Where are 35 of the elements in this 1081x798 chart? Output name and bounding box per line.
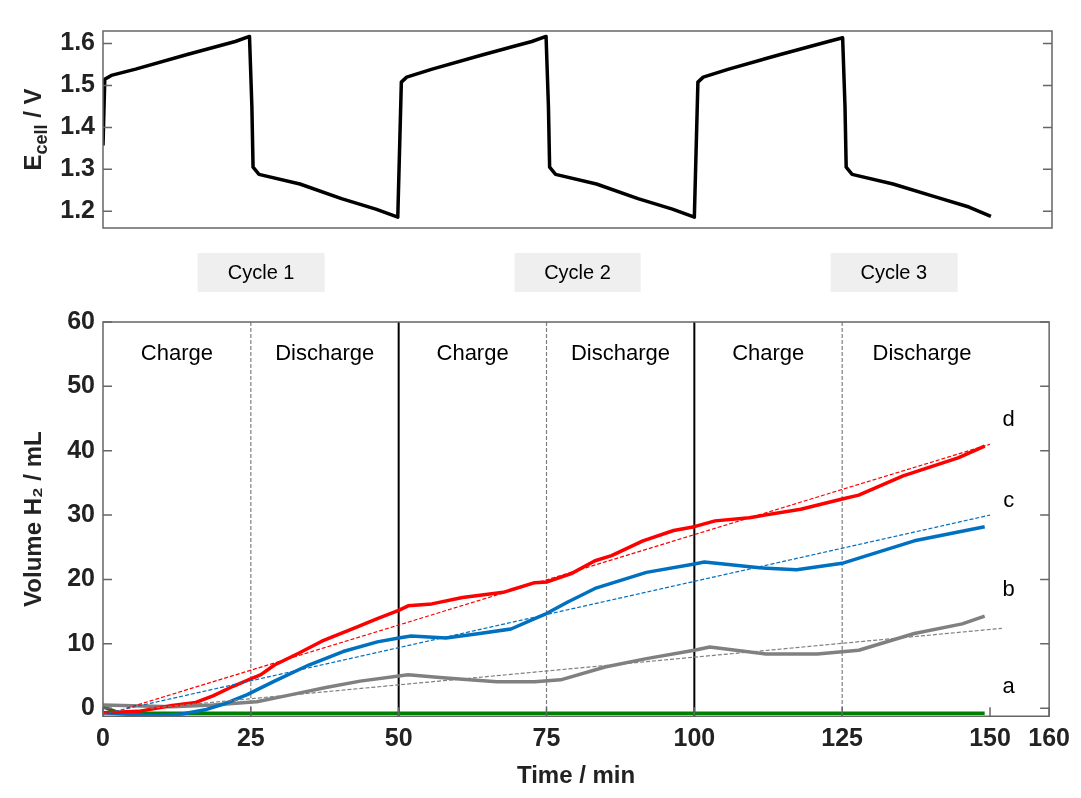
annotation: Discharge bbox=[570, 340, 670, 366]
annotation: Charge bbox=[436, 340, 509, 366]
text: Cycle 3 bbox=[830, 253, 958, 292]
series-label: a bbox=[1002, 673, 1016, 699]
annotation: Discharge bbox=[872, 340, 972, 366]
y-tick-label: 1.3 bbox=[60, 153, 95, 182]
y-tick-label: 1.4 bbox=[60, 111, 96, 140]
y-tick-label: 20 bbox=[67, 563, 95, 592]
y-axis-title: Ecell / V bbox=[18, 88, 52, 171]
annotation: Discharge bbox=[275, 340, 375, 366]
y-tick-label: 1.5 bbox=[60, 69, 96, 98]
x-tick-label: 160 bbox=[1028, 723, 1070, 752]
text: Cycle 1 bbox=[197, 253, 325, 292]
y-tick-label: 1.2 bbox=[60, 195, 95, 224]
y-tick-label: 10 bbox=[67, 627, 95, 656]
series-label: c bbox=[1003, 486, 1015, 512]
y-tick-label: 50 bbox=[67, 370, 95, 399]
x-tick-label: 150 bbox=[969, 723, 1011, 752]
y-tick-label: 30 bbox=[67, 498, 95, 527]
text: Cycle 2 bbox=[514, 253, 641, 292]
x-tick-label: 100 bbox=[673, 723, 716, 752]
series-label: b bbox=[1002, 576, 1015, 602]
y-tick-label: 40 bbox=[67, 434, 95, 463]
y-tick-label: 1.6 bbox=[60, 27, 95, 56]
x-tick-label: 75 bbox=[532, 723, 561, 752]
x-tick-label: 25 bbox=[236, 723, 265, 752]
series-label: d bbox=[1002, 406, 1015, 432]
x-axis-title: Time / min bbox=[516, 761, 636, 789]
y-axis-title: Volume H₂ / mL bbox=[18, 431, 46, 607]
x-tick-label: 50 bbox=[384, 723, 413, 752]
y-tick-label: 60 bbox=[67, 305, 95, 334]
annotation: Charge bbox=[732, 340, 805, 366]
x-tick-label: 125 bbox=[821, 723, 864, 752]
annotation: Charge bbox=[140, 340, 213, 366]
y-tick-label: 0 bbox=[81, 692, 95, 721]
